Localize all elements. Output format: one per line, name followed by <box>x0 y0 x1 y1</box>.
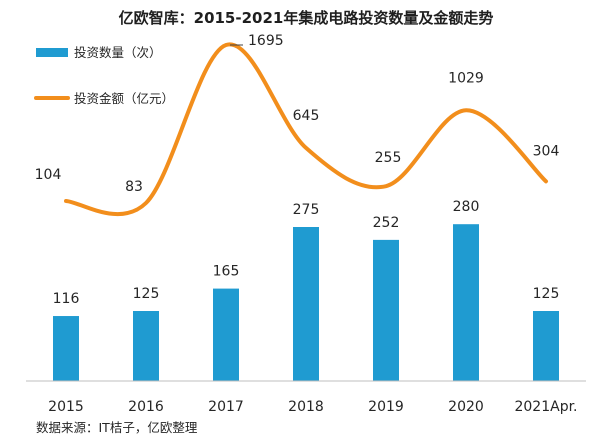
bar <box>213 288 239 381</box>
bar-value-label: 280 <box>453 199 480 215</box>
line-path <box>64 42 548 217</box>
bar <box>133 311 159 381</box>
line-series <box>64 42 548 217</box>
bar-value-label: 116 <box>53 291 80 307</box>
line-value-label: 1695 <box>248 33 284 49</box>
bar-value-label: 252 <box>373 215 400 231</box>
line-value-label: 83 <box>125 179 143 195</box>
bar-value-label: 275 <box>293 202 320 218</box>
legend-bar-swatch <box>36 48 68 57</box>
bar-value-label: 125 <box>133 286 160 302</box>
line-value-label: 304 <box>533 143 560 159</box>
legend: 投资数量（次） 投资金额（亿元） <box>34 45 174 106</box>
legend-bar-label: 投资数量（次） <box>74 45 162 60</box>
bar-value-label: 125 <box>533 286 560 302</box>
line-data-labels: 104 83 1695 645 255 1029 304 <box>35 33 560 195</box>
legend-line-label: 投资金额（亿元） <box>74 91 174 106</box>
bar <box>53 316 79 381</box>
line-value-label: 255 <box>375 150 402 166</box>
x-tick-label: 2021Apr. <box>514 399 577 415</box>
bar <box>453 224 479 381</box>
x-tick-label: 2017 <box>208 399 244 415</box>
x-tick-label: 2016 <box>128 399 164 415</box>
bar-data-labels: 116 125 165 275 252 280 125 <box>53 199 560 307</box>
x-tick-label: 2019 <box>368 399 404 415</box>
x-axis-ticks: 2015 2016 2017 2018 2019 2020 2021Apr. <box>48 399 577 415</box>
chart-title: 亿欧智库：2015-2021年集成电路投资数量及金额走势 <box>119 9 494 27</box>
bars <box>53 224 559 381</box>
line-value-label: 104 <box>35 167 62 183</box>
bar <box>293 227 319 381</box>
bar <box>373 239 399 381</box>
source-note: 数据来源：IT桔子，亿欧整理 <box>36 420 198 435</box>
x-tick-label: 2015 <box>48 399 84 415</box>
bar <box>533 311 559 381</box>
x-tick-label: 2018 <box>288 399 324 415</box>
line-value-label: 645 <box>293 108 320 124</box>
x-tick-label: 2020 <box>448 399 484 415</box>
bar-value-label: 165 <box>213 264 240 280</box>
line-value-label: 1029 <box>448 70 484 86</box>
